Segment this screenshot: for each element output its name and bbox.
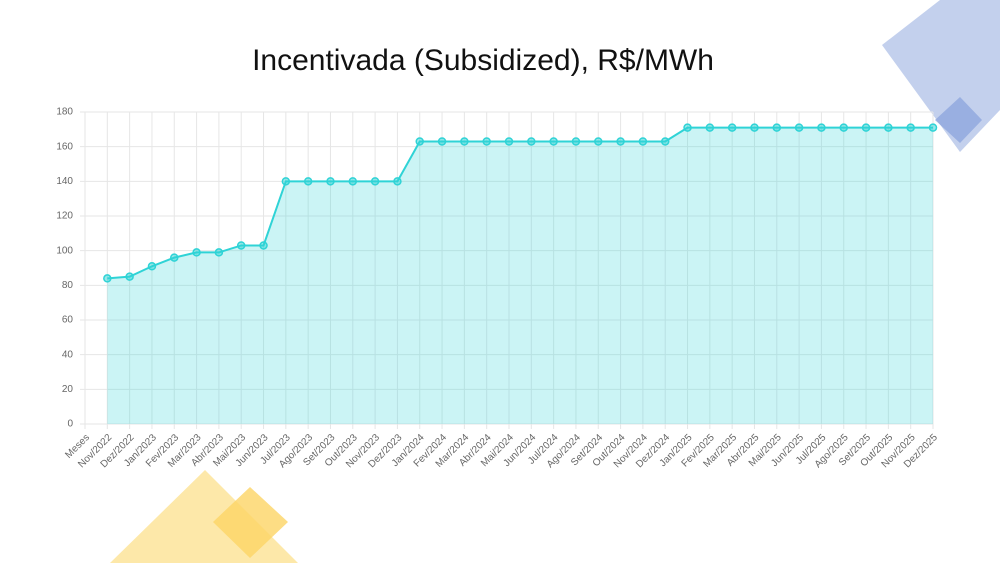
point bbox=[571, 137, 581, 146]
decoration bbox=[110, 0, 1000, 563]
point bbox=[504, 137, 514, 146]
point bbox=[772, 123, 782, 132]
point bbox=[326, 177, 335, 186]
y-tick-label: 100 bbox=[56, 245, 73, 256]
point bbox=[259, 241, 268, 250]
point bbox=[236, 241, 246, 250]
point bbox=[415, 137, 424, 146]
y-tick-label: 160 bbox=[56, 141, 73, 152]
point bbox=[170, 253, 179, 262]
y-tick-label: 20 bbox=[62, 384, 74, 395]
point bbox=[861, 123, 871, 132]
point bbox=[125, 272, 134, 281]
area bbox=[107, 127, 933, 424]
y-tick-label: 80 bbox=[62, 280, 74, 291]
point bbox=[616, 137, 625, 146]
y-tick-label: 60 bbox=[62, 315, 74, 326]
point bbox=[303, 177, 313, 186]
point bbox=[705, 123, 715, 132]
point bbox=[370, 177, 380, 186]
point bbox=[214, 248, 224, 257]
point bbox=[928, 123, 938, 132]
point bbox=[683, 123, 692, 132]
point bbox=[727, 123, 737, 132]
y-tick-label: 180 bbox=[56, 107, 73, 118]
point bbox=[750, 123, 759, 132]
point bbox=[660, 137, 670, 146]
point bbox=[527, 137, 536, 146]
point bbox=[794, 123, 804, 132]
point bbox=[460, 137, 469, 146]
point bbox=[393, 177, 402, 186]
point bbox=[638, 137, 648, 146]
point bbox=[192, 248, 201, 257]
y-tick-label: 140 bbox=[56, 176, 73, 187]
point bbox=[884, 123, 893, 132]
y-tick-label: 0 bbox=[67, 419, 73, 430]
y-tick-label: 40 bbox=[62, 349, 74, 360]
point bbox=[348, 177, 358, 186]
point bbox=[281, 177, 291, 186]
point bbox=[437, 137, 447, 146]
point bbox=[817, 123, 826, 132]
point bbox=[839, 123, 848, 132]
chart-title: Incentivada (Subsidized), R$/MWh bbox=[252, 44, 714, 77]
point bbox=[594, 137, 603, 146]
point bbox=[147, 262, 157, 271]
point bbox=[906, 123, 915, 132]
y-tick-label: 120 bbox=[56, 211, 73, 222]
point bbox=[103, 274, 112, 283]
point bbox=[482, 137, 491, 146]
point bbox=[549, 137, 558, 146]
